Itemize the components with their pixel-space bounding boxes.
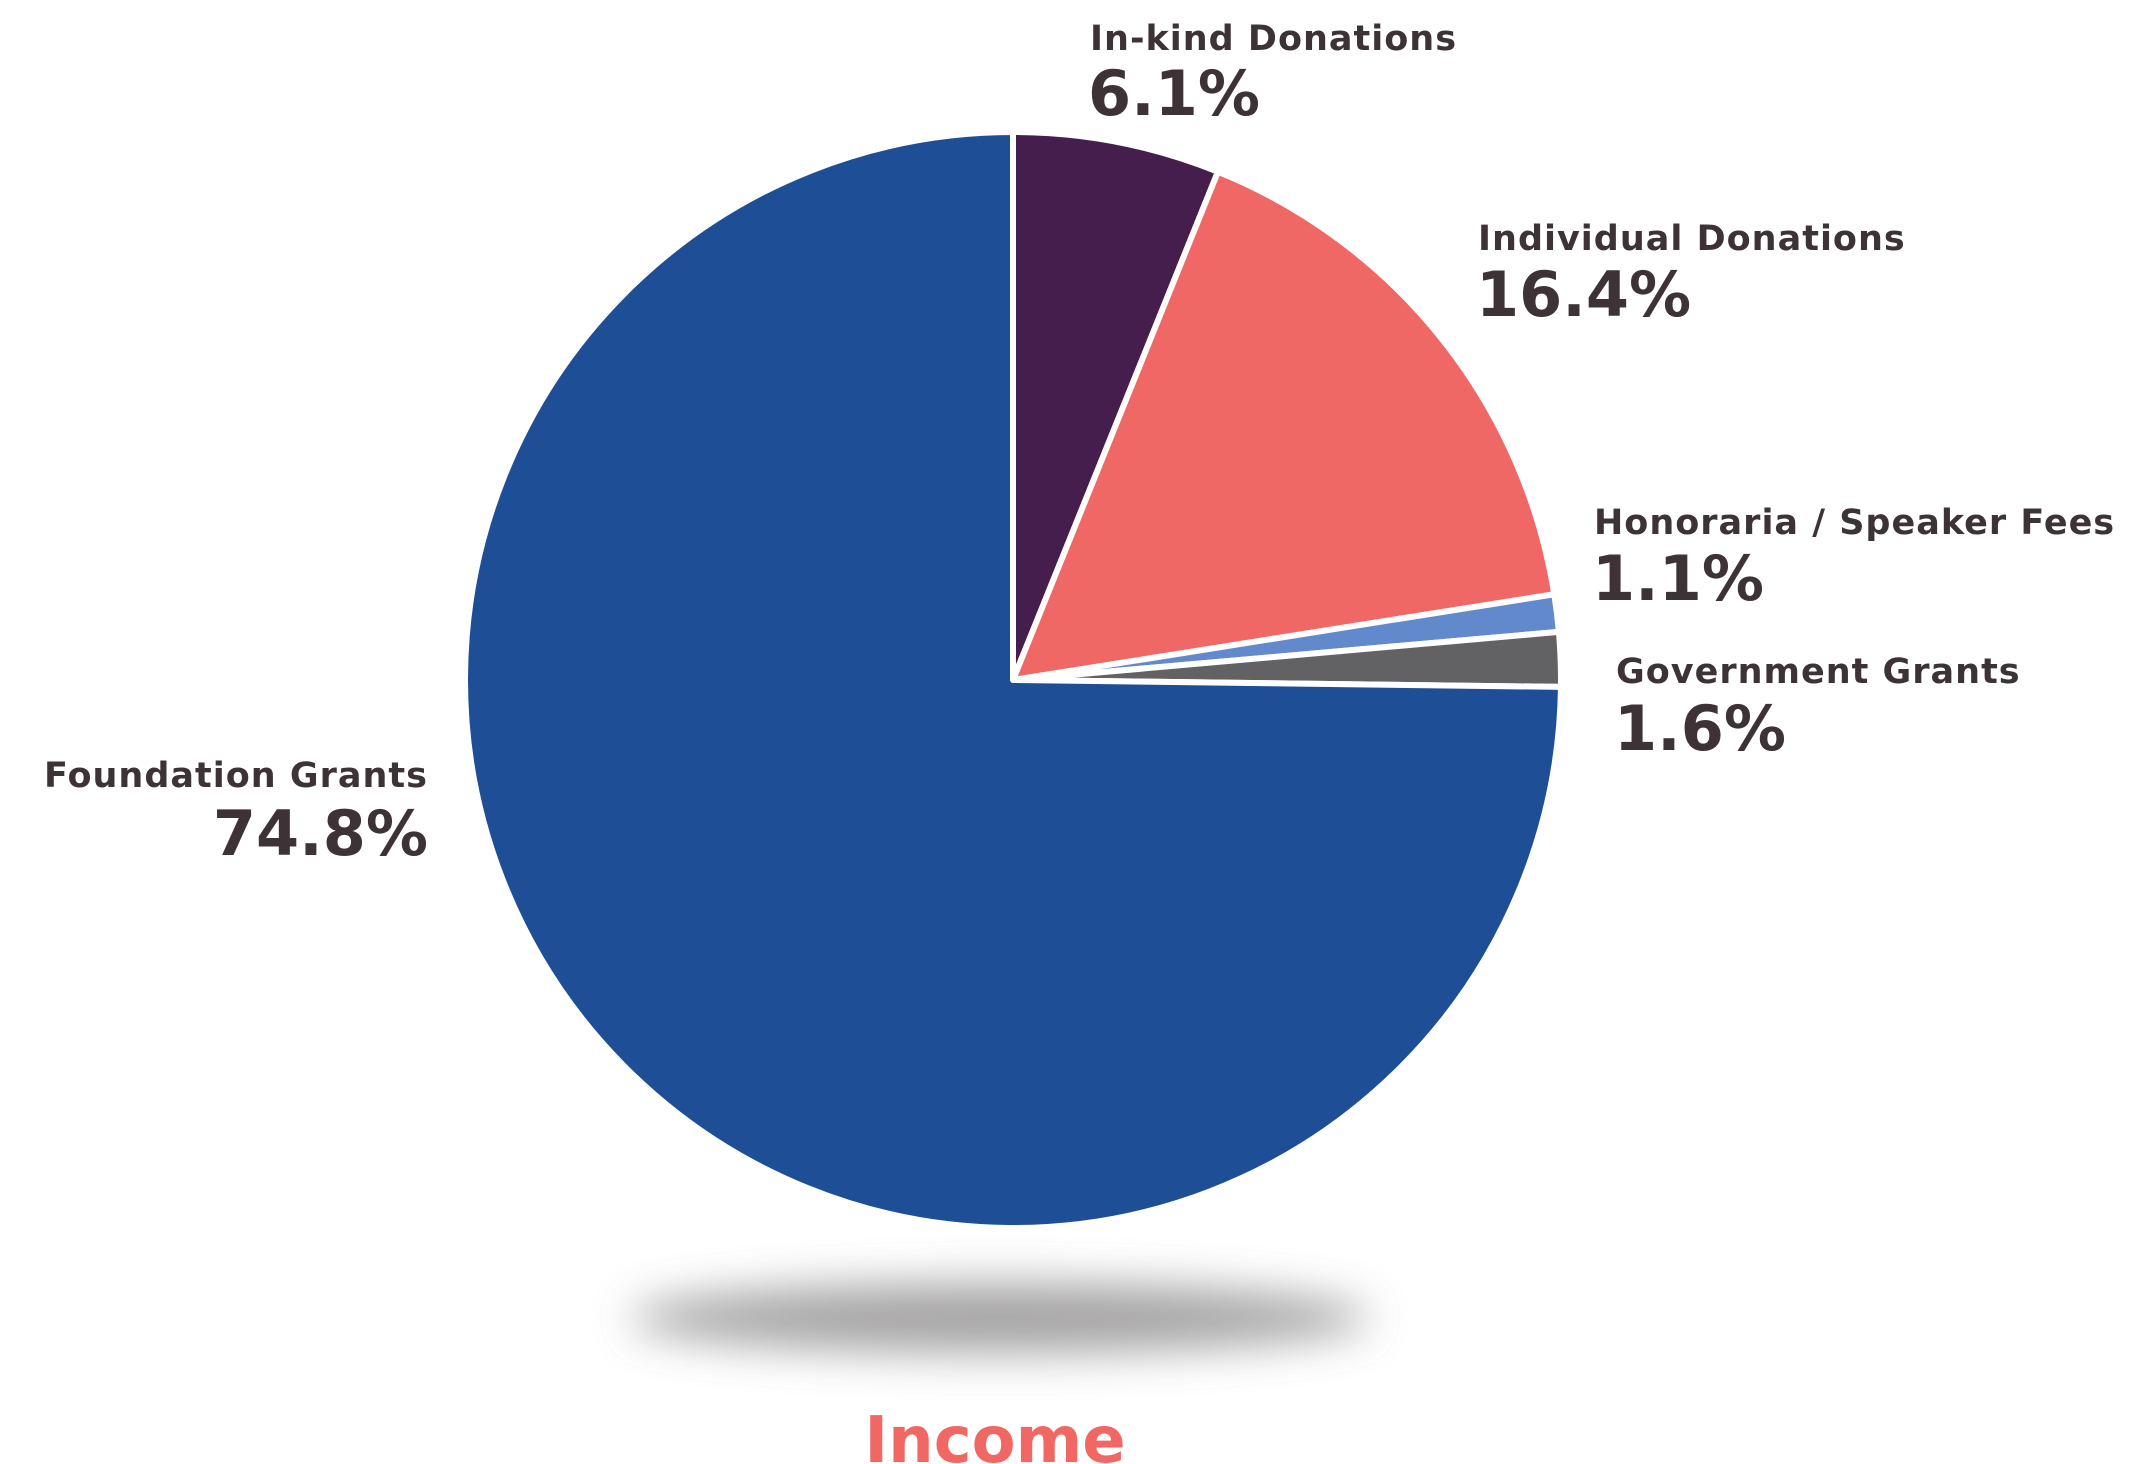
chart-title: Income <box>864 1404 1125 1464</box>
pie-slice-in-kind-donations <box>1010 129 1221 683</box>
pie-slices <box>462 129 1564 1231</box>
pie-slice-foundation-grants <box>462 129 1564 1231</box>
slice-label-foundation-grants: Foundation Grants <box>44 756 428 796</box>
slice-label-government-grants: Government Grants <box>1616 652 2021 692</box>
slice-label-honoraria-speaker-fees: Honoraria / Speaker Fees <box>1594 503 2115 543</box>
slice-value-individual-donations: 16.4% <box>1476 258 1691 331</box>
slice-label-in-kind-donations: In-kind Donations <box>1090 19 1457 59</box>
slice-value-foundation-grants: 74.8% <box>213 797 428 870</box>
slice-value-government-grants: 1.6% <box>1614 692 1786 765</box>
slice-labels: In-kind Donations 6.1% Individual Donati… <box>44 19 2115 870</box>
slice-label-individual-donations: Individual Donations <box>1478 219 1906 259</box>
pie-slice-individual-donations <box>1010 168 1558 683</box>
pie-shadow <box>630 1284 1370 1352</box>
slice-value-in-kind-donations: 6.1% <box>1088 57 1260 130</box>
slice-value-honoraria-speaker-fees: 1.1% <box>1592 542 1764 615</box>
